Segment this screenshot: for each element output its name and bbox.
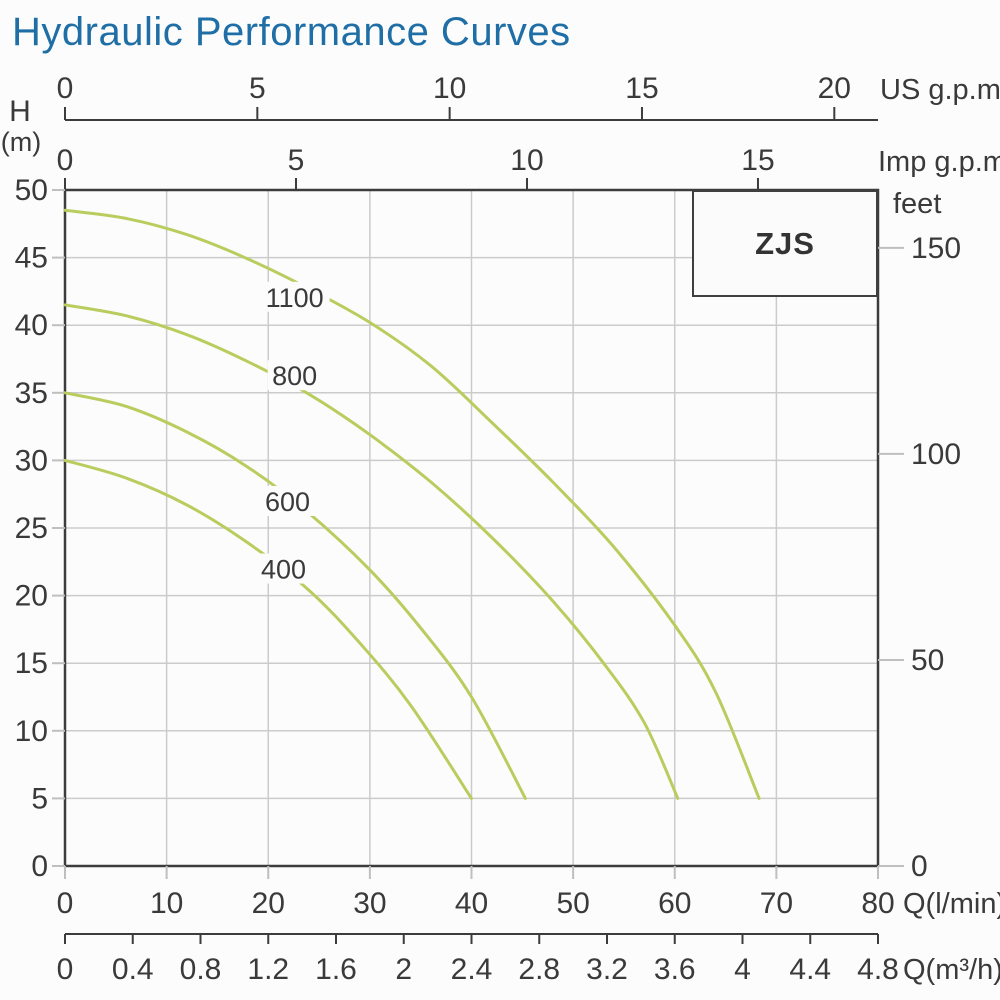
tick-label-lmin: 20	[252, 887, 285, 920]
tick-label-feet: 0	[911, 850, 928, 883]
tick-label-m3h: 4.8	[857, 953, 899, 986]
tick-label-m3h: 2	[395, 953, 412, 986]
tick-label-head-m: 50	[15, 174, 48, 207]
tick-label-m3h: 3.6	[654, 953, 696, 986]
axis-unit-us-gpm: US g.p.m	[880, 74, 1000, 106]
curve-800	[63, 303, 680, 800]
curve-label-1100: 1100	[266, 283, 324, 313]
chart-title: Hydraulic Performance Curves	[12, 10, 571, 54]
tick-label-head-m: 5	[31, 782, 48, 815]
tick-label-m3h: 1.6	[315, 953, 357, 986]
axis-unit-liters-per-min: Q(l/min)	[903, 888, 1000, 920]
tick-label-m3h: 0.4	[112, 953, 154, 986]
tick-label-us-gpm: 15	[625, 72, 658, 105]
axis-unit-cubic-meters-per-hour: Q(m³/h)	[903, 954, 1000, 986]
tick-label-m3h: 4	[734, 953, 751, 986]
axis-unit-feet: feet	[893, 188, 942, 220]
tick-label-head-m: 30	[15, 444, 48, 477]
curve-label-mask-400	[256, 553, 311, 584]
tick-label-imp-gpm: 15	[741, 144, 774, 177]
tick-label-m3h: 0.8	[180, 953, 222, 986]
tick-label-m3h: 3.2	[586, 953, 628, 986]
tick-label-m3h: 0	[57, 953, 74, 986]
tick-label-feet: 150	[911, 232, 961, 265]
axis-unit-head-meters: (m)	[0, 127, 42, 157]
legend-box: ZJS	[692, 190, 878, 297]
tick-label-lmin: 30	[353, 887, 386, 920]
legend-label: ZJS	[755, 225, 815, 261]
tick-label-head-m: 20	[15, 580, 48, 613]
curve-label-mask-1100	[259, 281, 330, 312]
curve-600	[63, 391, 527, 800]
tick-label-m3h: 2.8	[518, 953, 560, 986]
tick-label-m3h: 4.4	[789, 953, 831, 986]
tick-label-head-m: 40	[15, 309, 48, 342]
tick-label-lmin: 0	[57, 887, 74, 920]
tick-label-head-m: 0	[31, 850, 48, 883]
tick-label-lmin: 80	[861, 887, 894, 920]
tick-label-head-m: 10	[15, 715, 48, 748]
tick-label-lmin: 40	[455, 887, 488, 920]
tick-label-head-m: 15	[15, 647, 48, 680]
tick-label-us-gpm: 5	[249, 72, 266, 105]
tick-label-feet: 50	[911, 644, 944, 677]
tick-label-lmin: 50	[556, 887, 589, 920]
tick-label-m3h: 1.2	[247, 953, 289, 986]
tick-label-us-gpm: 20	[818, 72, 851, 105]
curve-label-400: 400	[261, 555, 306, 585]
tick-label-lmin: 70	[760, 887, 793, 920]
curve-label-mask-600	[260, 485, 315, 516]
tick-label-feet: 100	[911, 438, 961, 471]
curve-label-mask-800	[267, 360, 322, 391]
tick-label-head-m: 45	[15, 242, 48, 275]
tick-label-us-gpm: 10	[433, 72, 466, 105]
tick-label-m3h: 2.4	[451, 953, 493, 986]
tick-label-head-m: 25	[15, 512, 48, 545]
tick-label-head-m: 35	[15, 377, 48, 410]
tick-label-imp-gpm: 0	[57, 144, 74, 177]
tick-label-us-gpm: 0	[57, 72, 74, 105]
axis-unit-head: H	[9, 95, 31, 128]
tick-label-imp-gpm: 10	[510, 144, 543, 177]
tick-label-imp-gpm: 5	[288, 144, 305, 177]
tick-label-lmin: 10	[150, 887, 183, 920]
curve-label-800: 800	[272, 361, 317, 391]
axis-unit-imp-gpm: Imp g.p.m	[878, 146, 1000, 178]
curve-label-600: 600	[265, 487, 310, 517]
tick-label-lmin: 60	[658, 887, 691, 920]
curve-1100	[63, 208, 761, 800]
